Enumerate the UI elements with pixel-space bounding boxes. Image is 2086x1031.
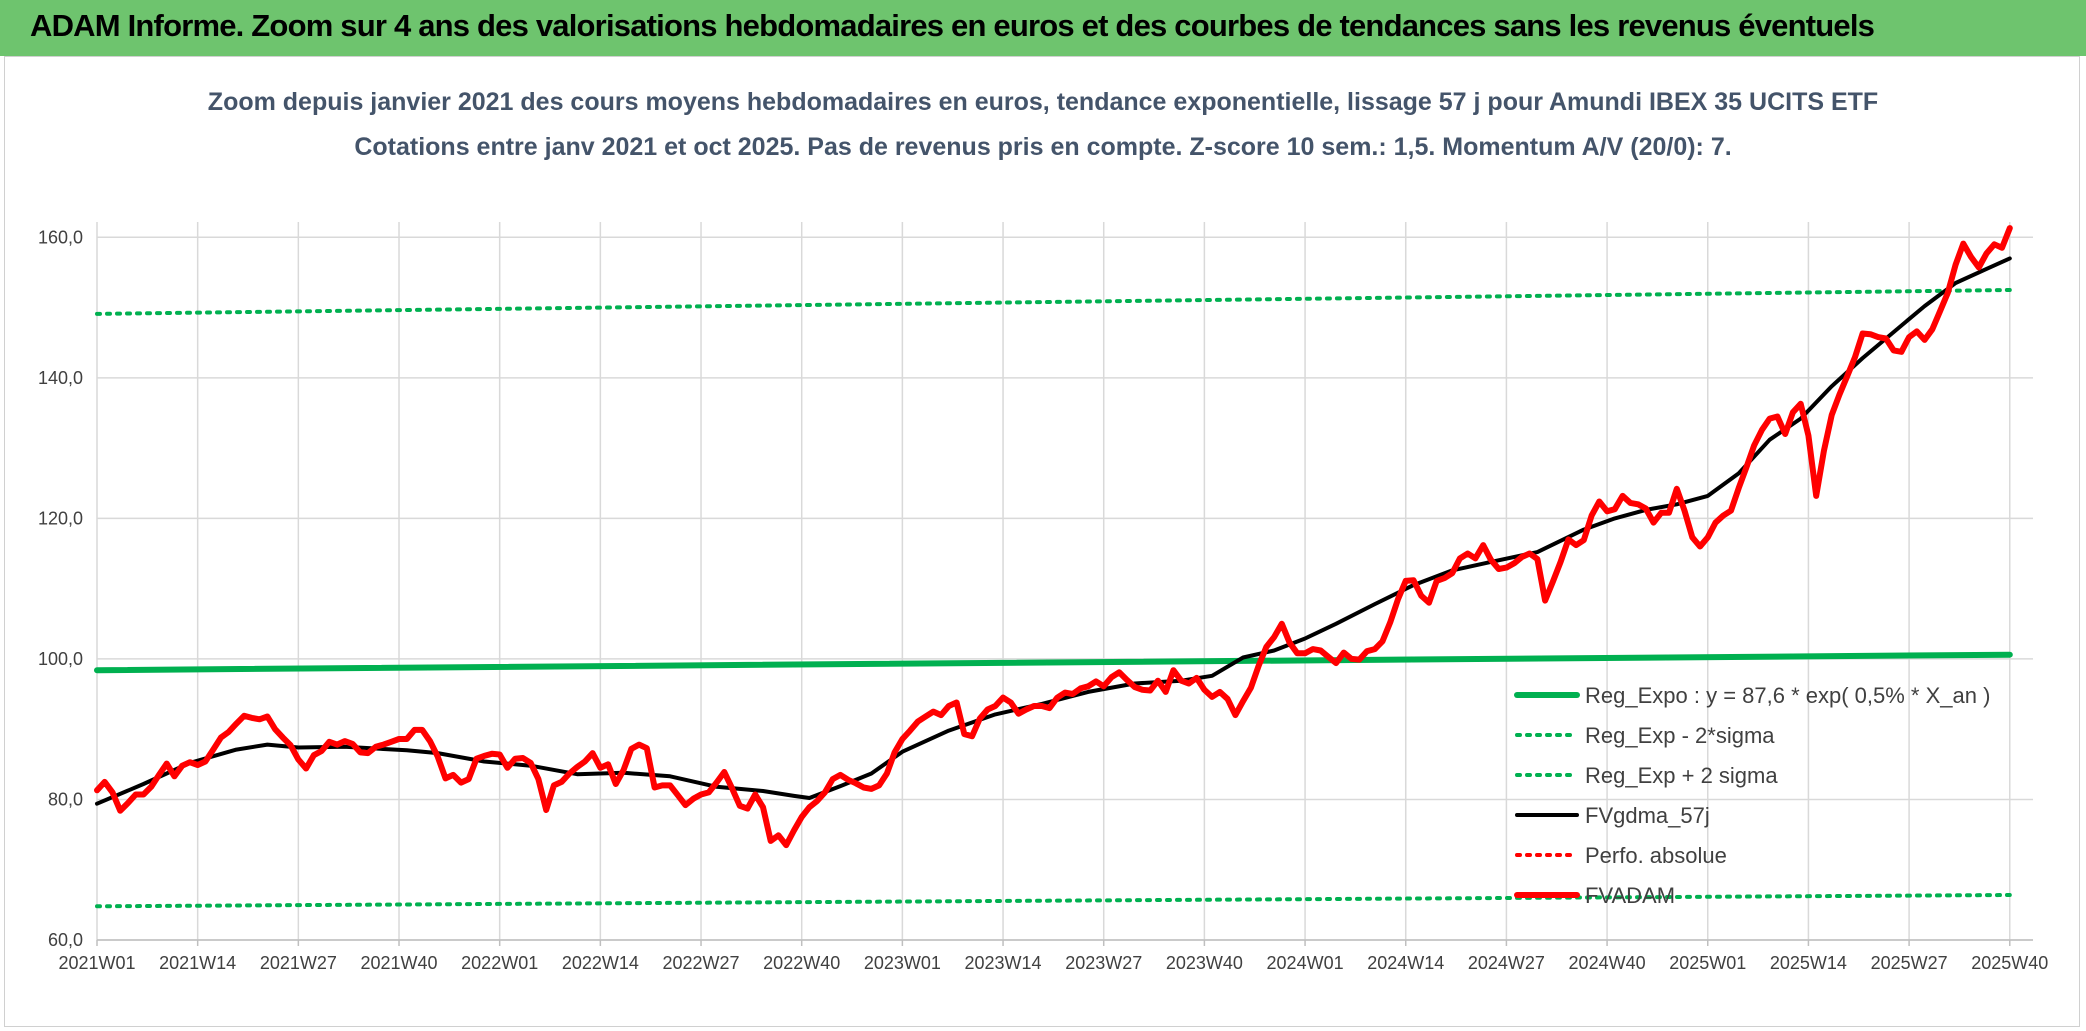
line-chart: Zoom depuis janvier 2021 des cours moyen… xyxy=(38,88,2048,973)
x-tick-label: 2024W27 xyxy=(1468,953,1545,973)
series-line-0 xyxy=(94,651,2013,674)
x-tick-label: 2021W27 xyxy=(260,953,337,973)
x-tick-label: 2023W40 xyxy=(1166,953,1243,973)
legend-label-0: Reg_Expo : y = 87,6 * exp( 0,5% * X_an ) xyxy=(1585,683,1990,708)
series-line-2 xyxy=(95,288,2012,316)
series-line-3 xyxy=(95,256,2012,806)
y-tick-label: 140,0 xyxy=(38,368,83,388)
y-tick-label: 100,0 xyxy=(38,649,83,669)
x-tick-label: 2022W14 xyxy=(562,953,639,973)
x-tick-label: 2025W40 xyxy=(1971,953,2048,973)
y-tick-label: 160,0 xyxy=(38,227,83,247)
gridlines xyxy=(96,222,2033,941)
x-tick-label: 2023W14 xyxy=(965,953,1042,973)
chart-title: Zoom depuis janvier 2021 des cours moyen… xyxy=(208,88,1878,116)
legend-label-5: FVADAM xyxy=(1585,883,1675,908)
chart-area: Zoom depuis janvier 2021 des cours moyen… xyxy=(4,56,2080,1027)
legend-label-2: Reg_Exp + 2 sigma xyxy=(1585,763,1778,788)
x-tick-label: 2024W01 xyxy=(1267,953,1344,973)
x-tick-label: 2022W40 xyxy=(763,953,840,973)
axes: 60,0 80,0 100,0 120,0 140,0 160,0 2021W01 2021W… xyxy=(38,227,2048,973)
x-tick-label: 2021W40 xyxy=(360,953,437,973)
chart-subtitle: Cotations entre janv 2021 et oct 2025. P… xyxy=(354,133,1731,161)
y-tick-label: 60,0 xyxy=(48,930,83,950)
series-line-5 xyxy=(94,225,2013,849)
header-banner: ADAM Informe. Zoom sur 4 ans des valoris… xyxy=(0,0,2086,56)
x-tick-label: 2023W01 xyxy=(864,953,941,973)
x-tick-label: 2024W40 xyxy=(1569,953,1646,973)
series-line-1 xyxy=(95,893,2012,909)
x-tick-label: 2022W27 xyxy=(663,953,740,973)
legend-label-1: Reg_Exp - 2*sigma xyxy=(1585,723,1775,748)
y-tick-label: 80,0 xyxy=(48,789,83,809)
x-tick-label: 2023W27 xyxy=(1065,953,1142,973)
x-tick-label: 2024W14 xyxy=(1367,953,1444,973)
x-tick-label: 2025W27 xyxy=(1871,953,1948,973)
x-tick-label: 2025W01 xyxy=(1669,953,1746,973)
legend-label-3: FVgdma_57j xyxy=(1585,803,1710,828)
legend-label-4: Perfo. absolue xyxy=(1585,843,1727,868)
series-lines xyxy=(94,225,2013,909)
y-tick-label: 120,0 xyxy=(38,508,83,528)
x-tick-label: 2025W14 xyxy=(1770,953,1847,973)
banner-title: ADAM Informe. Zoom sur 4 ans des valoris… xyxy=(30,8,1875,43)
x-tick-label: 2021W14 xyxy=(159,953,236,973)
x-tick-label: 2021W01 xyxy=(58,953,135,973)
x-tick-label: 2022W01 xyxy=(461,953,538,973)
legend: Reg_Expo : y = 87,6 * exp( 0,5% * X_an )… xyxy=(1514,683,1990,908)
